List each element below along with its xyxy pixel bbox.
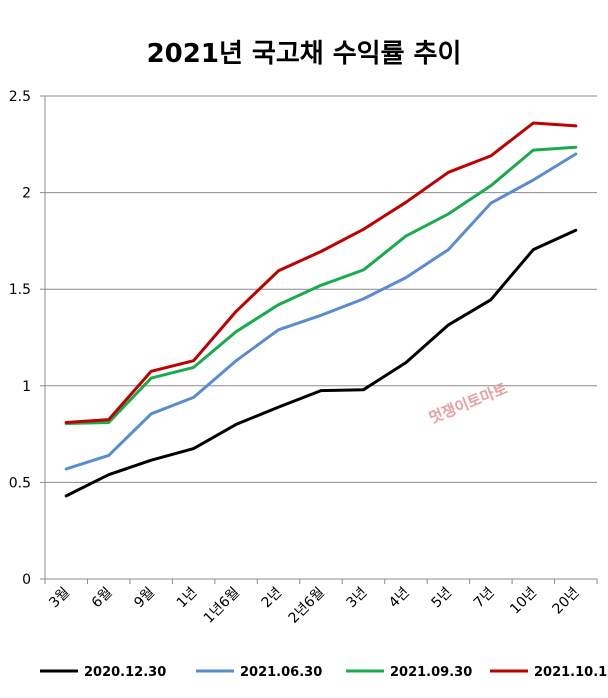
- x-tick-label-11: 10년: [507, 585, 540, 618]
- series-line-2: [64, 145, 578, 425]
- y-tick-label-0: 0: [22, 572, 31, 588]
- y-tick-label-2: 1: [22, 379, 31, 395]
- series-line-1: [64, 152, 578, 471]
- legend: 2020.12.30 2021.06.30 2021.09.30 2021.10.15: [40, 665, 608, 680]
- y-tick-label-4: 2: [22, 186, 31, 202]
- x-tick-label-1: 6월: [89, 585, 116, 612]
- x-tick-label-12: 20년: [550, 585, 583, 618]
- series-line-0: [64, 228, 578, 498]
- gridlines: [45, 95, 597, 483]
- axes: [44, 96, 597, 580]
- x-tick-label-0: 3월: [46, 585, 73, 612]
- x-tick-label-9: 5년: [428, 585, 455, 612]
- y-tick-label-5: 2.5: [9, 89, 31, 105]
- x-tick-label-10: 7년: [471, 585, 498, 612]
- x-tick-label-8: 4년: [386, 585, 413, 612]
- y-tick-label-3: 1.5: [9, 282, 31, 298]
- x-tick-label-5: 2년: [259, 585, 286, 612]
- x-tick-label-4: 1년6월: [201, 585, 243, 627]
- x-axis-ticks: 3월 6월 9월 1년 1년6월 2년 2년6월 3년 4년 5년 7년 10년 20년: [44, 579, 598, 627]
- y-tick-label-1: 0.5: [9, 475, 31, 491]
- legend-label-0: 2020.12.30: [84, 665, 166, 680]
- legend-label-1: 2021.06.30: [240, 665, 322, 680]
- x-tick-label-2: 9월: [131, 585, 158, 612]
- series-lines: [64, 121, 578, 498]
- legend-label-2: 2021.09.30: [390, 665, 472, 680]
- legend-label-3: 2021.10.15: [534, 665, 608, 680]
- x-tick-label-3: 1년: [174, 585, 201, 612]
- series-line-3: [64, 121, 578, 424]
- chart-title: 2021년 국고채 수익률 추이: [147, 39, 462, 69]
- watermark-annotation: 멋쟁이토마토: [426, 379, 510, 427]
- x-tick-label-6: 2년6월: [286, 585, 328, 627]
- x-tick-label-7: 3년: [344, 585, 371, 612]
- y-axis-ticks: 0 0.5 1 1.5 2 2.5: [9, 89, 45, 588]
